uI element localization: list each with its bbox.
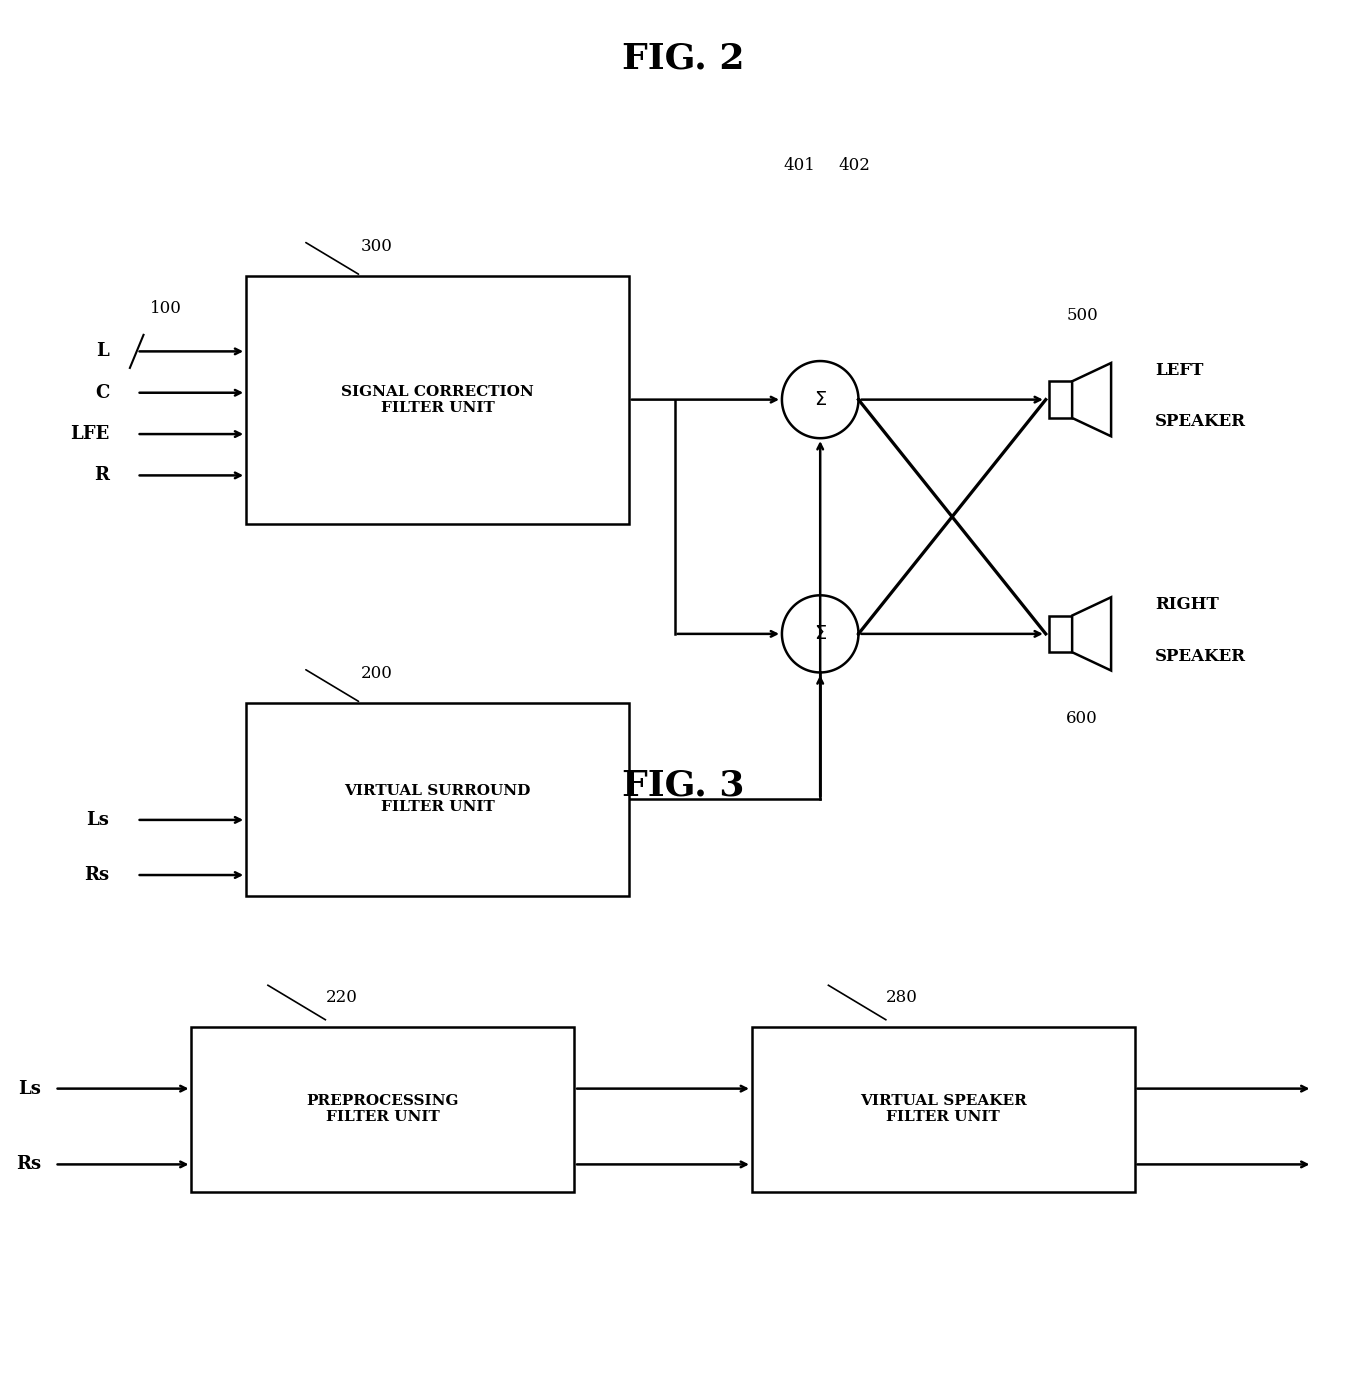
Text: SIGNAL CORRECTION
FILTER UNIT: SIGNAL CORRECTION FILTER UNIT xyxy=(340,384,534,415)
Text: FIG. 2: FIG. 2 xyxy=(622,41,745,76)
Text: Ls: Ls xyxy=(18,1079,41,1098)
Text: FIG. 3: FIG. 3 xyxy=(622,769,745,802)
Text: 220: 220 xyxy=(325,989,357,1006)
Text: C: C xyxy=(94,383,109,402)
Text: 500: 500 xyxy=(1066,307,1098,324)
Text: R: R xyxy=(94,466,109,485)
Text: $\Sigma$: $\Sigma$ xyxy=(813,390,827,409)
Bar xyxy=(1048,382,1072,418)
Polygon shape xyxy=(1072,597,1111,671)
Text: PREPROCESSING
FILTER UNIT: PREPROCESSING FILTER UNIT xyxy=(306,1094,459,1124)
Text: LEFT: LEFT xyxy=(1155,362,1203,379)
FancyBboxPatch shape xyxy=(191,1027,574,1192)
Text: 200: 200 xyxy=(361,666,392,682)
Polygon shape xyxy=(1072,362,1111,437)
Text: 300: 300 xyxy=(361,238,392,255)
Text: SPEAKER: SPEAKER xyxy=(1155,648,1247,664)
Text: Ls: Ls xyxy=(86,810,109,830)
Text: 100: 100 xyxy=(150,300,182,317)
FancyBboxPatch shape xyxy=(752,1027,1135,1192)
Text: L: L xyxy=(97,342,109,361)
Text: 280: 280 xyxy=(886,989,917,1006)
Text: LFE: LFE xyxy=(70,424,109,444)
Text: 600: 600 xyxy=(1066,710,1098,726)
Text: SPEAKER: SPEAKER xyxy=(1155,413,1247,430)
FancyBboxPatch shape xyxy=(246,276,629,524)
Text: 402: 402 xyxy=(838,157,871,174)
Text: Rs: Rs xyxy=(16,1155,41,1174)
Text: 401: 401 xyxy=(783,157,816,174)
FancyBboxPatch shape xyxy=(246,703,629,896)
Bar xyxy=(1048,616,1072,652)
Text: VIRTUAL SPEAKER
FILTER UNIT: VIRTUAL SPEAKER FILTER UNIT xyxy=(860,1094,1027,1124)
Text: RIGHT: RIGHT xyxy=(1155,597,1219,613)
Text: $\Sigma$: $\Sigma$ xyxy=(813,624,827,644)
Text: Rs: Rs xyxy=(85,865,109,885)
Text: VIRTUAL SURROUND
FILTER UNIT: VIRTUAL SURROUND FILTER UNIT xyxy=(344,784,530,814)
